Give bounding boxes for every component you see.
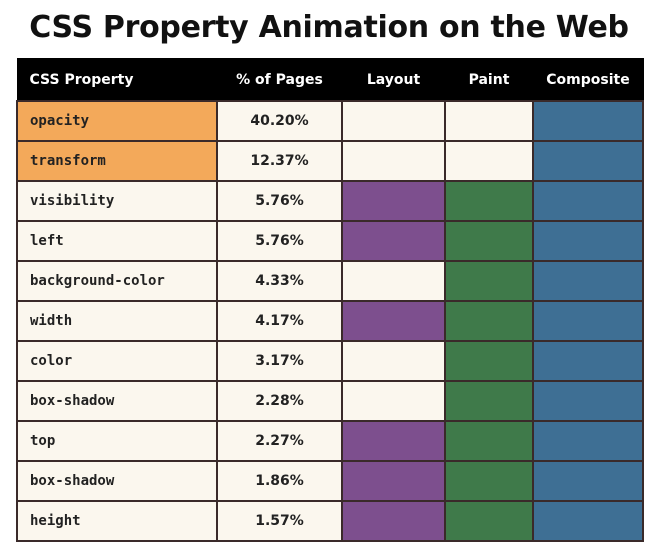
layout-flag-cell bbox=[341, 500, 446, 542]
property-table: CSS Property % of Pages Layout Paint Com… bbox=[16, 58, 644, 542]
table-row: background-color 4.33% bbox=[16, 260, 644, 302]
percent-pages-cell: 2.28% bbox=[216, 380, 343, 422]
paint-flag-cell bbox=[444, 100, 534, 142]
paint-flag-cell bbox=[444, 380, 534, 422]
header-percent-pages: % of Pages bbox=[216, 58, 343, 102]
property-name-cell: background-color bbox=[16, 260, 218, 302]
layout-flag-cell bbox=[341, 260, 446, 302]
table-body: opacity 40.20% transform 12.37% visibility 5.… bbox=[16, 100, 644, 542]
layout-flag-cell bbox=[341, 140, 446, 182]
property-name-cell: top bbox=[16, 420, 218, 462]
property-name-cell: width bbox=[16, 300, 218, 342]
table-row: transform 12.37% bbox=[16, 140, 644, 182]
property-name-cell: left bbox=[16, 220, 218, 262]
property-name-cell: transform bbox=[16, 140, 218, 182]
table-row: left 5.76% bbox=[16, 220, 644, 262]
layout-flag-cell bbox=[341, 300, 446, 342]
composite-flag-cell bbox=[532, 340, 644, 382]
header-row: CSS Property % of Pages Layout Paint Com… bbox=[16, 58, 644, 102]
header-composite: Composite bbox=[532, 58, 644, 102]
page-title: CSS Property Animation on the Web bbox=[29, 10, 629, 45]
header-paint: Paint bbox=[444, 58, 534, 102]
paint-flag-cell bbox=[444, 460, 534, 502]
paint-flag-cell bbox=[444, 260, 534, 302]
composite-flag-cell bbox=[532, 100, 644, 142]
percent-pages-cell: 4.33% bbox=[216, 260, 343, 302]
percent-pages-cell: 5.76% bbox=[216, 180, 343, 222]
table-row: box-shadow 2.28% bbox=[16, 380, 644, 422]
table-row: opacity 40.20% bbox=[16, 100, 644, 142]
paint-flag-cell bbox=[444, 500, 534, 542]
composite-flag-cell bbox=[532, 500, 644, 542]
composite-flag-cell bbox=[532, 180, 644, 222]
table-row: visibility 5.76% bbox=[16, 180, 644, 222]
layout-flag-cell bbox=[341, 340, 446, 382]
composite-flag-cell bbox=[532, 420, 644, 462]
composite-flag-cell bbox=[532, 300, 644, 342]
property-name-cell: box-shadow bbox=[16, 380, 218, 422]
property-name-cell: visibility bbox=[16, 180, 218, 222]
paint-flag-cell bbox=[444, 300, 534, 342]
table-row: top 2.27% bbox=[16, 420, 644, 462]
layout-flag-cell bbox=[341, 100, 446, 142]
table-row: color 3.17% bbox=[16, 340, 644, 382]
header-css-property: CSS Property bbox=[16, 58, 218, 102]
layout-flag-cell bbox=[341, 460, 446, 502]
percent-pages-cell: 1.86% bbox=[216, 460, 343, 502]
percent-pages-cell: 12.37% bbox=[216, 140, 343, 182]
composite-flag-cell bbox=[532, 220, 644, 262]
paint-flag-cell bbox=[444, 220, 534, 262]
paint-flag-cell bbox=[444, 140, 534, 182]
percent-pages-cell: 3.17% bbox=[216, 340, 343, 382]
layout-flag-cell bbox=[341, 180, 446, 222]
composite-flag-cell bbox=[532, 460, 644, 502]
percent-pages-cell: 2.27% bbox=[216, 420, 343, 462]
layout-flag-cell bbox=[341, 380, 446, 422]
layout-flag-cell bbox=[341, 220, 446, 262]
percent-pages-cell: 4.17% bbox=[216, 300, 343, 342]
composite-flag-cell bbox=[532, 380, 644, 422]
property-name-cell: opacity bbox=[16, 100, 218, 142]
property-name-cell: height bbox=[16, 500, 218, 542]
property-name-cell: color bbox=[16, 340, 218, 382]
layout-flag-cell bbox=[341, 420, 446, 462]
percent-pages-cell: 40.20% bbox=[216, 100, 343, 142]
table-row: box-shadow 1.86% bbox=[16, 460, 644, 502]
composite-flag-cell bbox=[532, 260, 644, 302]
paint-flag-cell bbox=[444, 340, 534, 382]
property-name-cell: box-shadow bbox=[16, 460, 218, 502]
percent-pages-cell: 1.57% bbox=[216, 500, 343, 542]
paint-flag-cell bbox=[444, 420, 534, 462]
percent-pages-cell: 5.76% bbox=[216, 220, 343, 262]
header-layout: Layout bbox=[341, 58, 446, 102]
composite-flag-cell bbox=[532, 140, 644, 182]
table-row: width 4.17% bbox=[16, 300, 644, 342]
paint-flag-cell bbox=[444, 180, 534, 222]
table-row: height 1.57% bbox=[16, 500, 644, 542]
